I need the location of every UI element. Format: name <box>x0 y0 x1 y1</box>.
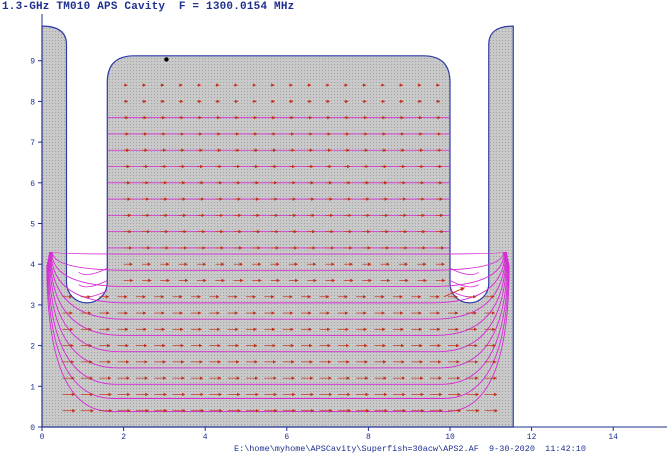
field-line <box>48 251 508 353</box>
x-tick-label: 2 <box>121 433 126 442</box>
y-tick-label: 6 <box>30 180 35 189</box>
field-arrow <box>443 287 466 298</box>
field-line <box>48 255 508 369</box>
footer-info: E:\home\myhome\APSCavity\Superfish=30acw… <box>234 444 586 454</box>
field-line <box>78 267 108 276</box>
y-tick-label: 3 <box>30 302 35 311</box>
y-tick-label: 1 <box>30 383 35 392</box>
field-line <box>47 258 509 385</box>
marker-dot <box>164 57 169 62</box>
field-line <box>52 251 504 255</box>
field-line <box>51 251 505 288</box>
x-tick-label: 6 <box>284 433 289 442</box>
y-tick-label: 7 <box>30 139 35 148</box>
run-date: 9-30-2020 <box>489 444 535 454</box>
field-line <box>50 251 506 320</box>
x-tick-label: 4 <box>203 433 208 442</box>
field-line <box>50 251 506 304</box>
y-tick-label: 4 <box>30 261 35 270</box>
marker <box>164 57 169 62</box>
x-tick-label: 10 <box>445 433 455 442</box>
field-line <box>46 264 510 412</box>
y-tick-label: 5 <box>30 221 35 230</box>
y-tick-label: 0 <box>30 424 35 433</box>
x-tick-label: 12 <box>527 433 537 442</box>
field-line <box>78 280 108 288</box>
x-tick-label: 0 <box>40 433 45 442</box>
cavity-boundary <box>41 25 514 428</box>
x-tick-label: 8 <box>366 433 371 442</box>
y-tick-label: 9 <box>30 58 35 67</box>
field-line <box>49 251 507 336</box>
x-tick-label: 14 <box>608 433 618 442</box>
cavity-region <box>41 25 514 428</box>
field-line <box>449 267 479 276</box>
run-time: 11:42:10 <box>545 444 586 454</box>
chart-title: 1.3-GHz TM010 APS Cavity F = 1300.0154 M… <box>2 1 295 13</box>
y-tick-label: 8 <box>30 98 35 107</box>
field-line <box>51 251 505 271</box>
field-arrows <box>62 83 498 413</box>
file-path: E:\home\myhome\APSCavity\Superfish=30acw… <box>234 444 479 454</box>
field-line <box>47 262 509 399</box>
y-tick-label: 2 <box>30 343 35 352</box>
field-line <box>449 280 479 288</box>
